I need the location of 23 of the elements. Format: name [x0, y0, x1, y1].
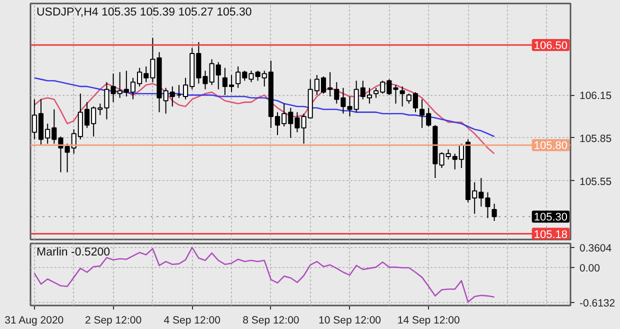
y-tick-label: 0.3604: [580, 242, 612, 254]
x-tick-label: 4 Sep 12:00: [164, 314, 221, 326]
x-tick-label: 10 Sep 12:00: [318, 314, 382, 326]
x-tick-label: 2 Sep 12:00: [84, 314, 142, 326]
chart-title: Marlin -0.5200: [36, 246, 110, 258]
ref-line-label: 105.30: [534, 212, 568, 224]
y-tick-label: -0.6132: [580, 297, 616, 310]
ref-line-label: 105.80: [534, 140, 568, 152]
candlestick: [400, 86, 405, 107]
x-tick-label: 31 Aug 2020: [4, 314, 64, 326]
line-series: [34, 77, 495, 138]
y-tick-label: 106.15: [580, 90, 612, 102]
y-tick-label: 105.85: [580, 132, 612, 145]
ref-line-label: 106.50: [534, 40, 568, 52]
y-tick-label: 0.00: [580, 262, 600, 275]
line-series: [34, 82, 495, 154]
x-tick-label: 8 Sep 12:00: [242, 314, 300, 326]
y-tick-label: 105.55: [580, 176, 612, 188]
candlestick: [492, 203, 497, 222]
x-tick-label: 14 Sep 12:00: [397, 314, 460, 326]
chart-title: USDJPY,H4 105.35 105.39 105.27 105.30: [36, 6, 252, 18]
line-series: [34, 246, 495, 303]
ref-line-label: 105.18: [534, 228, 568, 241]
